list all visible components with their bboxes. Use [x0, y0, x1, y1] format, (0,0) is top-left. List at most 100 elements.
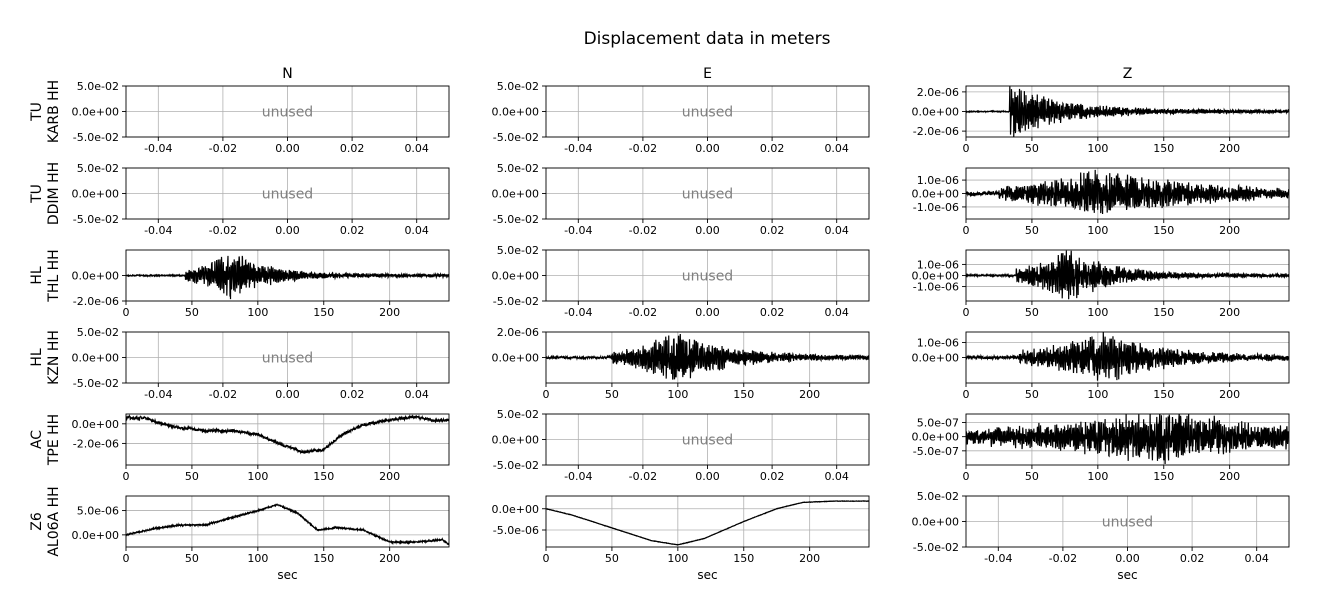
figure-title: Displacement data in meters — [584, 29, 831, 49]
x-tick-label: 50 — [1025, 142, 1039, 155]
row-label-station: AL06A HH — [46, 486, 62, 556]
subplot-row6-n: 0 50 100 150 200 5.0e-06 0.0e+00 sec — [72, 495, 450, 582]
y-tick-label: 5.0e-06 — [77, 505, 119, 518]
x-tick-label: 0.02 — [760, 306, 785, 319]
y-tick-label: -5.0e-02 — [73, 213, 119, 226]
unused-label: unused — [262, 351, 313, 367]
x-tick-label: 0 — [963, 470, 970, 483]
y-tick-label: 0.0e+00 — [72, 418, 119, 431]
x-tick-label: 0 — [543, 552, 550, 565]
x-tick-label: 0.00 — [275, 388, 300, 401]
x-tick-label: 0 — [963, 306, 970, 319]
subplot-row5-n: 0 50 100 150 200 0.0e+00 -2.0e-06 — [72, 413, 450, 483]
x-tick-label: 0 — [123, 306, 130, 319]
y-tick-label: 5.0e-02 — [497, 80, 539, 93]
column-title-z: Z — [1123, 66, 1133, 82]
y-tick-label: 0.0e+00 — [912, 516, 959, 529]
y-tick-label: 5.0e-02 — [77, 326, 119, 339]
waveform-trace — [966, 332, 1289, 381]
x-tick-label: -0.04 — [144, 142, 172, 155]
x-tick-label: 100 — [247, 552, 268, 565]
x-tick-label: 100 — [1087, 306, 1108, 319]
y-tick-label: 0.0e+00 — [912, 106, 959, 119]
subplot-row1-z: 0 50 100 150 200 2.0e-06 0.0e+00 -2.0e-06 — [912, 85, 1290, 155]
row-label-network: AC — [29, 430, 45, 449]
x-tick-label: 50 — [1025, 306, 1039, 319]
x-tick-label: -0.04 — [144, 224, 172, 237]
y-tick-label: 0.0e+00 — [72, 106, 119, 119]
waveform-trace — [966, 169, 1289, 214]
x-tick-label: 0.00 — [695, 142, 720, 155]
x-tick-label: -0.02 — [629, 142, 657, 155]
x-tick-label: 150 — [1153, 470, 1174, 483]
y-tick-label: -2.0e-06 — [913, 125, 959, 138]
x-tick-label: 0 — [963, 224, 970, 237]
subplot-row3-z: 0 50 100 150 200 1.0e-060.0e+00-1.0e-06 — [912, 249, 1290, 319]
x-tick-label: 50 — [1025, 388, 1039, 401]
x-tick-label: 200 — [1219, 142, 1240, 155]
x-tick-label: 150 — [733, 552, 754, 565]
row-label-tpe: AC TPE HH — [29, 414, 62, 466]
x-tick-label: -0.02 — [209, 142, 237, 155]
x-tick-label: -0.04 — [144, 388, 172, 401]
y-tick-label: -5.0e-07 — [913, 445, 959, 458]
x-tick-label: 150 — [1153, 142, 1174, 155]
y-tick-label: 1.0e-06 — [917, 258, 959, 271]
subplot-row6-z: unused -0.04 -0.02 0.00 0.02 0.04 5.0e-02 0.0e+… — [912, 490, 1290, 582]
x-tick-label: 100 — [1087, 470, 1108, 483]
x-axis-label: sec — [697, 568, 717, 582]
subplot-row3-n: 0 50 100 150 200 0.0e+00 -2.0e-06 — [72, 249, 450, 319]
x-axis-label: sec — [277, 568, 297, 582]
subplot-row5-e: unused -0.04 -0.02 0.00 0.02 0.04 5.0e-02 0.0e+… — [492, 408, 870, 483]
y-tick-label: 5.0e-02 — [497, 244, 539, 257]
y-tick-label: -5.0e-02 — [493, 459, 539, 472]
y-tick-label: -5.0e-02 — [73, 131, 119, 144]
x-tick-label: 0 — [543, 388, 550, 401]
y-tick-label: 5.0e-02 — [77, 162, 119, 175]
row-label-station: KARB HH — [46, 80, 62, 143]
x-tick-label: 0.00 — [275, 142, 300, 155]
x-tick-label: 0.02 — [1180, 552, 1205, 565]
subplot-row2-z: 0 50 100 150 200 1.0e-060.0e+00-1.0e-06 — [912, 167, 1290, 237]
x-axis-label: sec — [1117, 568, 1137, 582]
subplot-row2-e: unused -0.04 -0.02 0.00 0.02 0.04 5.0e-02 0.0e+… — [492, 162, 870, 237]
x-tick-label: 0.04 — [824, 470, 849, 483]
row-label-kzn: HL KZN HH — [29, 330, 62, 385]
axes-frame — [125, 413, 450, 466]
x-tick-label: -0.04 — [564, 224, 592, 237]
x-tick-label: 0.04 — [404, 224, 429, 237]
y-tick-label: -5.0e-02 — [493, 131, 539, 144]
row-label-network: HL — [29, 348, 45, 367]
y-tick-label: 0.0e+00 — [492, 188, 539, 201]
column-title-e: E — [703, 66, 712, 82]
x-tick-label: 0.00 — [695, 306, 720, 319]
x-tick-label: 0.00 — [275, 224, 300, 237]
x-tick-label: 50 — [605, 388, 619, 401]
row-label-network: TU — [29, 102, 45, 122]
x-tick-label: 0.02 — [340, 388, 365, 401]
x-tick-label: 150 — [313, 306, 334, 319]
x-tick-label: 0.04 — [404, 388, 429, 401]
x-tick-label: 50 — [1025, 224, 1039, 237]
y-tick-label: 0.0e+00 — [492, 434, 539, 447]
y-tick-label: 0.0e+00 — [492, 270, 539, 283]
row-label-network: TU — [29, 184, 45, 204]
x-tick-label: 0.04 — [824, 142, 849, 155]
row-label-station: TPE HH — [46, 414, 62, 466]
y-tick-label: -5.0e-02 — [73, 377, 119, 390]
x-tick-label: 0.02 — [760, 224, 785, 237]
x-tick-label: 0.04 — [404, 142, 429, 155]
unused-label: unused — [682, 187, 733, 203]
y-tick-label: 5.0e-07 — [917, 417, 959, 430]
row-label-ddim: TU DDIM HH — [29, 162, 62, 225]
x-tick-label: 0.00 — [1115, 552, 1140, 565]
x-tick-label: 100 — [1087, 142, 1108, 155]
subplot-row6-e: 0 50 100 150 200 0.0e+00 -5.0e-06 sec — [492, 495, 870, 582]
x-tick-label: 200 — [799, 388, 820, 401]
column-title-n: N — [282, 66, 292, 82]
row-label-station: KZN HH — [46, 330, 62, 385]
x-tick-label: 100 — [667, 388, 688, 401]
subplot-row4-n: unused -0.04 -0.02 0.00 0.02 0.04 5.0e-02 0.0e+… — [72, 326, 450, 401]
axes-frame — [125, 495, 450, 548]
x-tick-label: 0.02 — [760, 142, 785, 155]
